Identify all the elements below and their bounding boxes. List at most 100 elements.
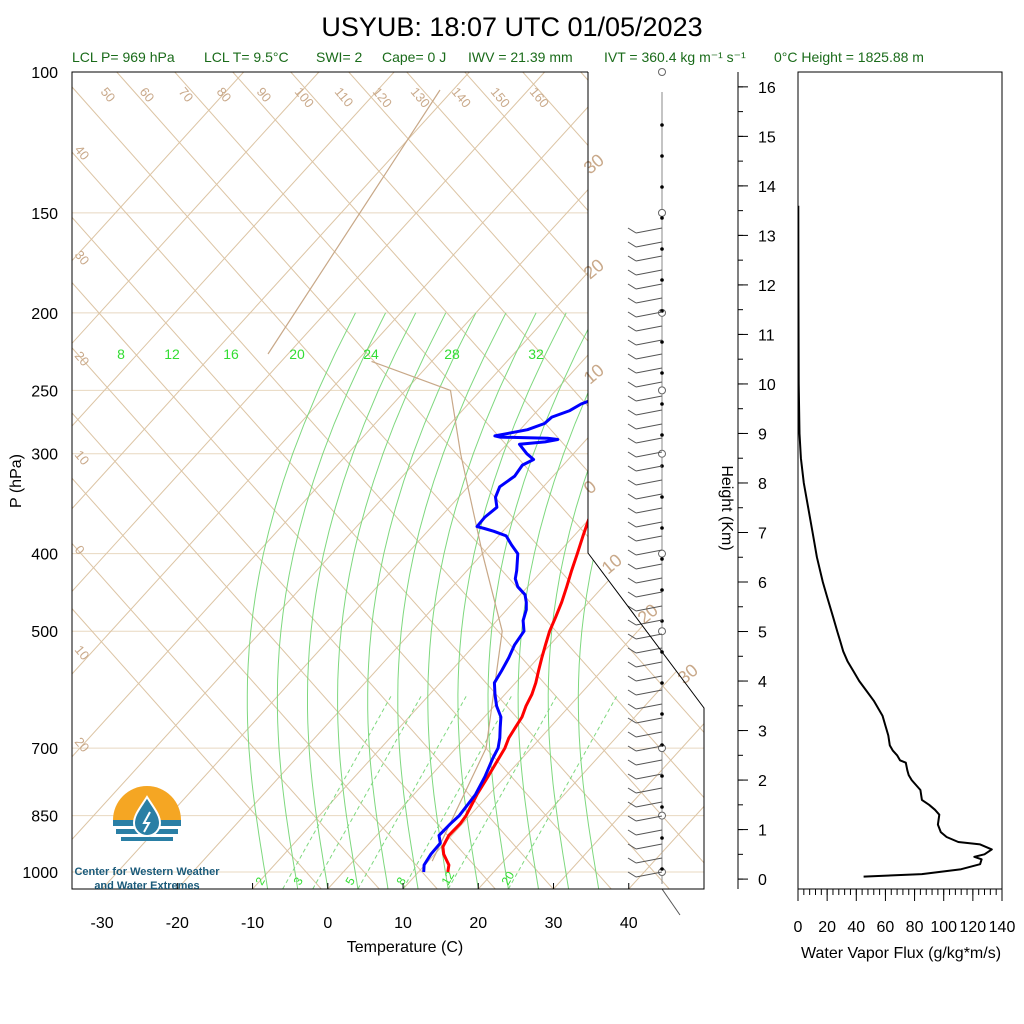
wind-barb-icon (635, 815, 663, 822)
isotherm-line (72, 72, 621, 889)
wind-barb-icon (627, 549, 637, 556)
dry-adiabat-line (72, 72, 661, 889)
wind-barb-icon (635, 633, 663, 640)
dry-adiabat-line (357, 72, 704, 889)
isotherm-line (72, 72, 320, 889)
barb-dot (660, 526, 664, 530)
wind-barb-icon (635, 493, 663, 500)
wind-barb-icon (635, 647, 663, 654)
wind-barb-icon (635, 857, 663, 864)
isotherm-label: 20 (580, 255, 608, 283)
dry-adiabat-line (72, 72, 429, 889)
height-tick-label: 15 (758, 129, 776, 146)
wind-barb-icon (627, 703, 637, 710)
wind-barb-icon (635, 367, 663, 374)
wind-barb-icon (635, 549, 663, 556)
isotherm-line (72, 72, 245, 889)
barb-dot (660, 278, 664, 282)
wvf-x-tick-label: 20 (818, 919, 836, 936)
calm-circle-icon (658, 208, 666, 217)
barb-dot (660, 867, 664, 871)
wind-barb-icon (635, 437, 663, 444)
dry-adiabat-label: 120 (370, 84, 395, 110)
height-tick-label: 10 (758, 377, 776, 394)
mixing-ratio-label: 3 (290, 874, 306, 887)
wind-barb-icon (627, 353, 637, 360)
height-tick-label: 2 (758, 773, 767, 790)
moist-adiabat-line (246, 312, 356, 889)
y-tick-label: 850 (31, 809, 58, 826)
mixing-ratio-label: 24 (363, 346, 379, 362)
height-tick-label: 14 (758, 179, 776, 196)
wind-barb-icon (627, 787, 637, 794)
mixing-ratio-line (507, 694, 619, 889)
wind-barb-icon (635, 227, 663, 234)
dry-adiabat-line (415, 72, 704, 889)
mixing-ratio-line (282, 694, 393, 889)
wind-barb-icon (635, 871, 663, 878)
wind-barb-icon (635, 605, 663, 612)
wind-barb-icon (627, 521, 637, 528)
wind-barb-icon (627, 563, 637, 570)
wind-barb-icon (627, 507, 637, 514)
mixing-ratio-line (357, 694, 468, 889)
wvf-x-tick-label: 140 (989, 919, 1016, 936)
wind-barb-icon (635, 717, 663, 724)
mixing-ratio-label: 12 (438, 869, 457, 888)
wind-barb-icon (635, 283, 663, 290)
wind-barb-icon (627, 843, 637, 850)
dry-adiabat-line (72, 72, 704, 889)
subtitle-ivt: IVT = 360.4 kg m⁻¹ s⁻¹ (604, 49, 746, 65)
wind-barb-icon (635, 479, 663, 486)
wind-barb-icon (627, 731, 637, 738)
height-tick-label: 4 (758, 674, 767, 691)
y-tick-label: 150 (31, 206, 58, 223)
x-tick-label: 40 (620, 915, 638, 932)
moist-adiabat-line (307, 312, 417, 889)
mixing-ratio-line (312, 694, 423, 889)
wind-barb-icon (627, 675, 637, 682)
wind-barb-icon (635, 241, 663, 248)
mixing-ratio-label: 16 (223, 346, 239, 362)
wind-barb-icon (627, 661, 637, 668)
wind-barb-icon (627, 381, 637, 388)
subtitle-swi: SWI= 2 (316, 49, 363, 65)
dry-adiabat-label: 140 (449, 84, 474, 110)
calm-circle-icon (658, 449, 666, 458)
height-tick-label: 9 (758, 426, 767, 443)
calm-circle-icon (658, 68, 666, 76)
skew-t-frame (71, 71, 705, 890)
barb-dot (660, 247, 664, 251)
wind-barb-icon (627, 423, 637, 430)
dry-adiabat-line (938, 0, 1024, 1009)
wind-barb-icon (627, 815, 637, 822)
barb-dot (660, 216, 664, 220)
parcel-path-line (371, 360, 503, 862)
wind-barb-icon (635, 465, 663, 472)
wind-barb-icon (627, 227, 637, 234)
barb-dot (660, 495, 664, 499)
wind-barb-icon (635, 801, 663, 808)
wind-barb-icon (635, 423, 663, 430)
dry-adiabat-line (125, 72, 704, 889)
moist-adiabat-line (397, 312, 507, 889)
x-tick-label: 10 (394, 915, 412, 932)
mixing-ratio-label: 28 (444, 346, 460, 362)
wind-barb-icon (627, 451, 637, 458)
wvf-x-axis-label: Water Vapor Flux (g/kg*m/s) (801, 945, 1001, 962)
height-axis-label: Height (Km) (718, 465, 735, 550)
x-axis-label: Temperature (C) (347, 939, 463, 956)
isotherm-label: 40 (72, 142, 93, 163)
dry-adiabat-line (72, 72, 704, 889)
wind-barb-icon (635, 745, 663, 752)
mixing-ratio-line (402, 694, 513, 889)
wind-barb-icon (635, 577, 663, 584)
wind-barb-icon (627, 465, 637, 472)
isotherm-label: 10 (72, 447, 93, 468)
wind-barb-icon (635, 787, 663, 794)
wind-barb-icon (627, 829, 637, 836)
wind-barb-icon (627, 591, 637, 598)
